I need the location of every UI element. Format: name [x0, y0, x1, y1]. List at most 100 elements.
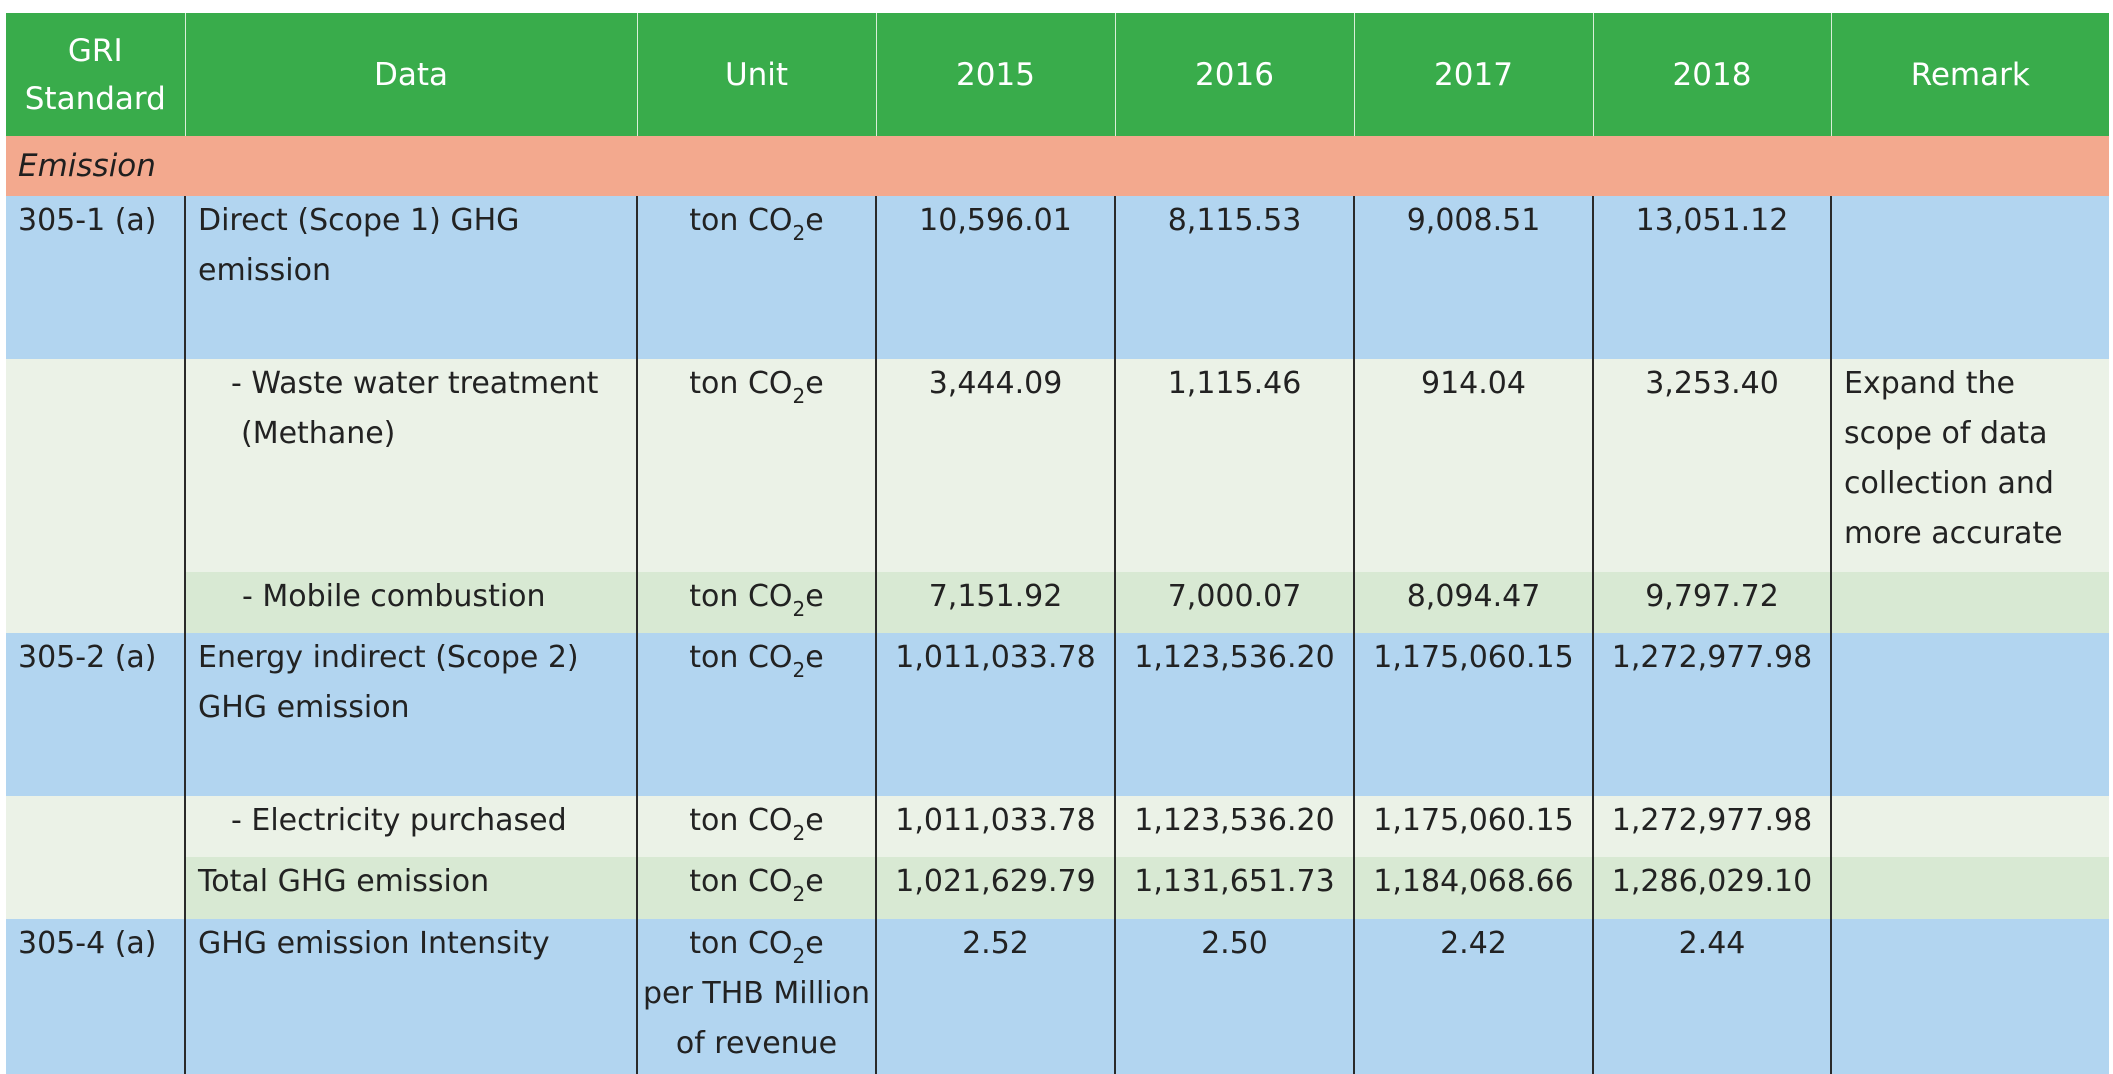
remark-cell: [1830, 796, 2109, 857]
remark-cell: [1830, 572, 2109, 633]
data-line: Energy indirect (Scope 2): [198, 640, 579, 675]
unit-text: e: [805, 579, 824, 614]
value-2015: 10,596.01: [875, 196, 1115, 359]
value-2018: 13,051.12: [1592, 196, 1831, 359]
value-2017: 2.42: [1353, 919, 1593, 1074]
unit-subscript: 2: [792, 882, 806, 906]
section-row-emission: Emission: [6, 136, 2109, 196]
table-row: 305-4 (a) GHG emission Intensity ton CO2…: [6, 919, 2109, 1074]
remark-cell: [1830, 633, 2109, 796]
value-2017: 1,175,060.15: [1353, 633, 1593, 796]
value-2018: 9,797.72: [1592, 572, 1831, 633]
unit-subscript: 2: [792, 658, 806, 682]
table-row: Total GHG emission ton CO2e 1,021,629.79…: [6, 857, 2109, 919]
value-2016: 1,123,536.20: [1114, 796, 1354, 857]
remark-cell: [1830, 196, 2109, 359]
unit-text: e: [805, 366, 824, 401]
unit-line: per THB Million: [643, 976, 870, 1011]
value-2015: 1,021,629.79: [875, 857, 1115, 919]
value-2016: 8,115.53: [1114, 196, 1354, 359]
header-2017: 2017: [1353, 13, 1593, 136]
value-2017: 9,008.51: [1353, 196, 1593, 359]
unit-subscript: 2: [792, 597, 806, 621]
table-row: - Electricity purchased ton CO2e 1,011,0…: [6, 796, 2109, 919]
unit-text: e: [805, 864, 824, 899]
value-2017: 8,094.47: [1353, 572, 1593, 633]
data-line: - Waste water treatment: [231, 366, 599, 401]
unit-cell: ton CO2e: [636, 796, 876, 857]
value-2016: 1,131,651.73: [1114, 857, 1354, 919]
remark-cell: Expand the scope of data collection and …: [1830, 359, 2109, 572]
unit-text: ton CO: [689, 366, 793, 401]
unit-cell: ton CO2e per THB Million of revenue: [636, 919, 876, 1074]
value-2018: 2.44: [1592, 919, 1831, 1074]
value-2018: 1,272,977.98: [1592, 633, 1831, 796]
gri-cell: [6, 359, 185, 633]
header-2016: 2016: [1114, 13, 1354, 136]
value-2017: 1,175,060.15: [1353, 796, 1593, 857]
header-2015: 2015: [875, 13, 1115, 136]
value-2017: 914.04: [1353, 359, 1593, 572]
value-2016: 2.50: [1114, 919, 1354, 1074]
value-2018: 1,272,977.98: [1592, 796, 1831, 857]
gri-cell: [6, 796, 185, 919]
data-cell: Direct (Scope 1) GHG emission: [184, 196, 637, 359]
unit-text: ton CO: [689, 203, 793, 238]
value-2018: 1,286,029.10: [1592, 857, 1831, 919]
data-cell: Energy indirect (Scope 2) GHG emission: [184, 633, 637, 796]
header-gri-line2: Standard: [24, 80, 166, 117]
remark-line: more accurate: [1844, 516, 2063, 551]
remark-line: Expand the: [1844, 366, 2015, 401]
unit-subscript: 2: [792, 221, 806, 245]
data-line: Direct (Scope 1) GHG: [198, 203, 520, 238]
unit-cell: ton CO2e: [636, 196, 876, 359]
data-line: (Methane): [241, 416, 396, 451]
data-cell: Total GHG emission: [184, 857, 637, 919]
value-2015: 2.52: [875, 919, 1115, 1074]
ghg-emission-table: GRI Standard Data Unit 2015 2016 2017 20…: [6, 13, 2109, 1074]
table-row: 305-1 (a) Direct (Scope 1) GHG emission …: [6, 196, 2109, 359]
data-cell: - Waste water treatment (Methane): [184, 359, 637, 572]
remark-line: scope of data: [1844, 416, 2048, 451]
header-unit: Unit: [636, 13, 876, 136]
unit-text: ton CO: [689, 803, 793, 838]
remark-cell: [1830, 919, 2109, 1074]
data-cell: - Mobile combustion: [184, 572, 637, 633]
remark-line: collection and: [1844, 466, 2054, 501]
value-2018: 3,253.40: [1592, 359, 1831, 572]
unit-text: ton CO: [689, 864, 793, 899]
value-2015: 3,444.09: [875, 359, 1115, 572]
table-row: - Waste water treatment (Methane) ton CO…: [6, 359, 2109, 633]
value-2015: 7,151.92: [875, 572, 1115, 633]
header-2018: 2018: [1592, 13, 1831, 136]
unit-text: ton CO: [689, 640, 793, 675]
unit-text: e: [805, 803, 824, 838]
unit-cell: ton CO2e: [636, 857, 876, 919]
gri-cell: 305-1 (a): [6, 196, 185, 359]
value-2016: 1,115.46: [1114, 359, 1354, 572]
unit-text: ton CO: [689, 579, 793, 614]
table-row: 305-2 (a) Energy indirect (Scope 2) GHG …: [6, 633, 2109, 796]
header-gri-standard: GRI Standard: [6, 13, 185, 136]
value-2016: 1,123,536.20: [1114, 633, 1354, 796]
header-row: GRI Standard Data Unit 2015 2016 2017 20…: [6, 13, 2109, 136]
unit-cell: ton CO2e: [636, 572, 876, 633]
unit-subscript: 2: [792, 821, 806, 845]
gri-cell: 305-4 (a): [6, 919, 185, 1074]
data-cell: - Electricity purchased: [184, 796, 637, 857]
unit-subscript: 2: [792, 944, 806, 968]
ghg-emission-table-container: GRI Standard Data Unit 2015 2016 2017 20…: [6, 13, 2109, 1074]
value-2015: 1,011,033.78: [875, 633, 1115, 796]
unit-text: ton CO: [689, 926, 793, 961]
value-2016: 7,000.07: [1114, 572, 1354, 633]
unit-cell: ton CO2e: [636, 359, 876, 572]
header-remark: Remark: [1830, 13, 2109, 136]
unit-text: e: [805, 640, 824, 675]
unit-cell: ton CO2e: [636, 633, 876, 796]
remark-cell: [1830, 857, 2109, 919]
section-title: Emission: [6, 136, 2109, 196]
unit-text: e: [805, 926, 824, 961]
value-2017: 1,184,068.66: [1353, 857, 1593, 919]
value-2015: 1,011,033.78: [875, 796, 1115, 857]
data-cell: GHG emission Intensity: [184, 919, 637, 1074]
